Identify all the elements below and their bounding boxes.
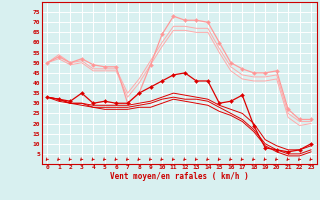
X-axis label: Vent moyen/en rafales ( km/h ): Vent moyen/en rafales ( km/h ) <box>110 172 249 181</box>
